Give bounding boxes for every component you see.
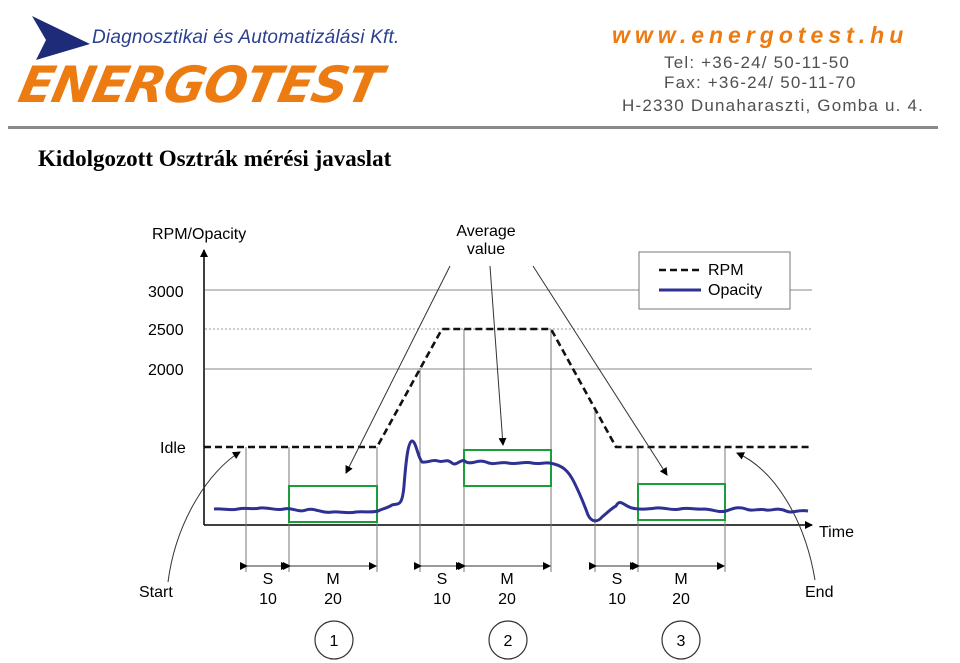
logo-arrow-icon [32, 16, 90, 60]
phase-label-5-type: S [612, 571, 623, 588]
fax-number: Fax: +36-24/ 50-11-70 [664, 73, 857, 92]
y-tick-idle: Idle [160, 440, 186, 457]
phase-label-1-type: S [263, 571, 274, 588]
phase-label-4-duration: 20 [498, 591, 516, 608]
phase-label-6-duration: 20 [672, 591, 690, 608]
phase-label-3-duration: 10 [433, 591, 451, 608]
step-number-1: 1 [330, 633, 339, 650]
phase-label-3-type: S [437, 571, 448, 588]
y-axis-label: RPM/Opacity [152, 226, 246, 243]
step-circle-3 [661, 620, 701, 660]
y-tick-2500: 2500 [148, 322, 184, 339]
address: H-2330 Dunaharaszti, Gomba u. 4. [622, 96, 925, 115]
opacity-line [213, 439, 809, 523]
legend-rpm-label: RPM [708, 262, 744, 279]
header-divider [8, 126, 938, 129]
measurement-window-2 [463, 449, 552, 487]
start-pointer [167, 451, 241, 583]
end-label: End [805, 584, 833, 601]
x-axis-label: Time [819, 524, 854, 541]
average-value-label-line2: value [467, 241, 505, 258]
measurement-window-1 [288, 485, 378, 523]
step-circle-1 [314, 620, 354, 660]
legend-opacity-label: Opacity [708, 282, 762, 299]
average-value-label-line1: Average [456, 223, 515, 240]
phase-label-2-duration: 20 [324, 591, 342, 608]
website-link[interactable]: www.energotest.hu [612, 22, 909, 48]
phase-label-5-duration: 10 [608, 591, 626, 608]
y-tick-2000: 2000 [148, 362, 184, 379]
phase-label-6-type: M [674, 571, 687, 588]
company-tagline: Diagnosztikai és Automatizálási Kft. [92, 27, 400, 48]
step-number-3: 3 [677, 633, 686, 650]
average-value-pointers [345, 265, 668, 476]
phone-number: Tel: +36-24/ 50-11-50 [664, 53, 851, 72]
phase-label-1-duration: 10 [259, 591, 277, 608]
step-number-2: 2 [504, 633, 513, 650]
start-label: Start [139, 584, 173, 601]
phase-label-4-type: M [500, 571, 513, 588]
phase-label-2-type: M [326, 571, 339, 588]
step-circle-2 [488, 620, 528, 660]
y-tick-3000: 3000 [148, 284, 184, 301]
legend-box [638, 251, 791, 310]
measurement-window-3 [637, 483, 726, 521]
rpm-line [204, 327, 812, 449]
header: Diagnosztikai és Automatizálási Kft. ENE… [0, 0, 960, 132]
page-title: Kidolgozott Osztrák mérési javaslat [38, 146, 392, 171]
end-pointer [736, 452, 816, 581]
